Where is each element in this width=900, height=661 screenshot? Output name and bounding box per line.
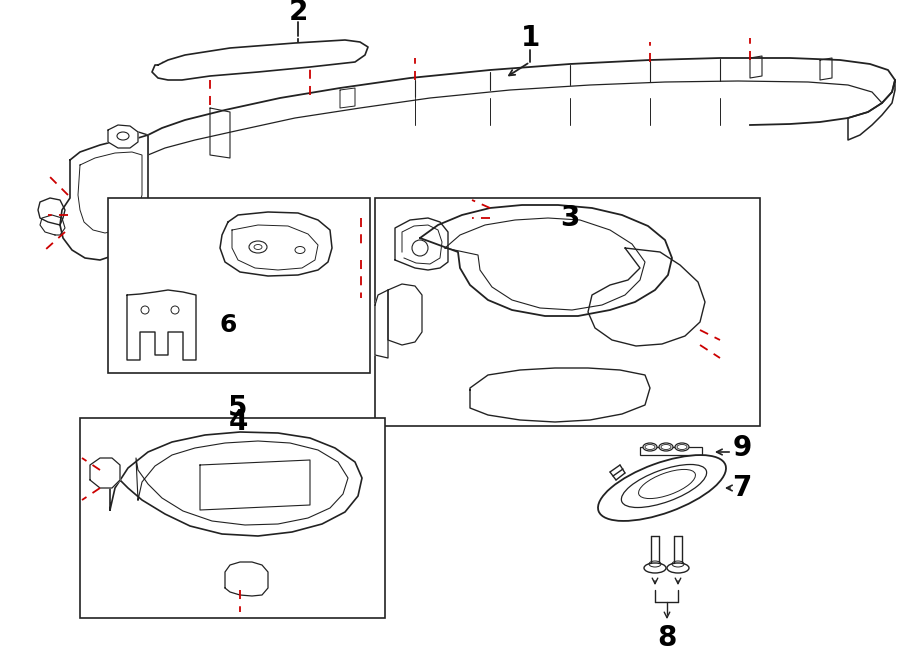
Ellipse shape	[598, 455, 726, 521]
Polygon shape	[750, 56, 762, 78]
Text: 9: 9	[733, 434, 751, 462]
Bar	[375, 198, 760, 426]
Text: 1: 1	[520, 24, 540, 52]
Ellipse shape	[644, 563, 666, 573]
Polygon shape	[820, 58, 832, 80]
Ellipse shape	[667, 563, 689, 573]
Polygon shape	[220, 212, 332, 276]
Text: 8: 8	[657, 624, 677, 652]
Bar	[80, 418, 385, 618]
Ellipse shape	[249, 241, 267, 253]
Polygon shape	[152, 40, 368, 80]
Text: 3: 3	[561, 204, 580, 232]
Polygon shape	[108, 125, 138, 148]
Polygon shape	[340, 88, 355, 108]
Polygon shape	[388, 284, 422, 345]
Polygon shape	[90, 458, 120, 488]
Polygon shape	[848, 80, 895, 140]
Polygon shape	[210, 108, 230, 158]
Ellipse shape	[639, 469, 696, 498]
Polygon shape	[588, 248, 705, 346]
Ellipse shape	[675, 443, 689, 451]
Ellipse shape	[659, 443, 673, 451]
Polygon shape	[470, 368, 650, 422]
Text: 2: 2	[288, 0, 308, 26]
Polygon shape	[395, 218, 448, 270]
Text: 4: 4	[229, 408, 248, 436]
Ellipse shape	[621, 465, 707, 508]
Polygon shape	[110, 432, 362, 536]
Text: 7: 7	[733, 474, 751, 502]
Bar	[108, 198, 370, 373]
Polygon shape	[375, 290, 388, 358]
Polygon shape	[420, 205, 672, 316]
Text: 6: 6	[220, 313, 237, 337]
Polygon shape	[38, 198, 65, 225]
Text: 5: 5	[229, 394, 248, 422]
Polygon shape	[148, 58, 895, 155]
Polygon shape	[225, 562, 268, 596]
Polygon shape	[40, 215, 65, 235]
Polygon shape	[60, 135, 148, 260]
Polygon shape	[110, 130, 148, 162]
Polygon shape	[127, 290, 196, 360]
Ellipse shape	[643, 443, 657, 451]
Bar	[640, 447, 702, 455]
